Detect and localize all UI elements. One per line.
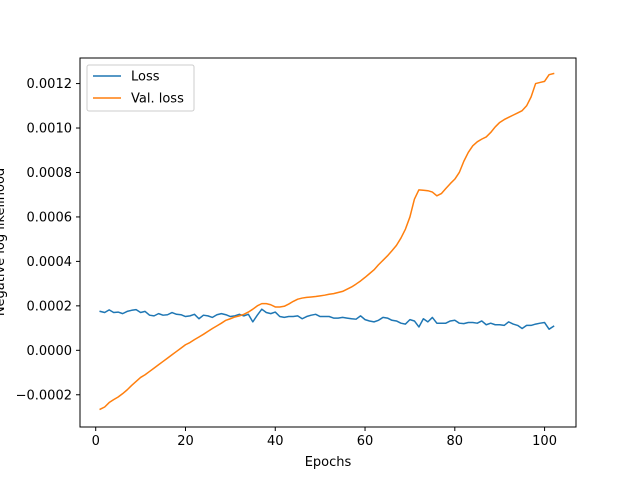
y-tick-label: 0.0010 — [27, 122, 73, 137]
x-tick-label: 80 — [447, 434, 464, 449]
legend-label-0: Loss — [131, 70, 160, 85]
x-tick-label: 100 — [532, 434, 557, 449]
x-axis: 0 20 40 60 80 100 — [92, 427, 557, 449]
x-axis-label: Epochs — [305, 455, 352, 470]
y-tick-label: 0.0004 — [27, 255, 73, 270]
legend-label-1: Val. loss — [131, 92, 184, 107]
plot-frame — [79, 57, 577, 428]
y-tick-label: 0.0006 — [27, 210, 73, 225]
y-tick-label: 0.0000 — [27, 344, 73, 359]
x-tick-label: 40 — [267, 434, 284, 449]
y-tick-label: 0.0002 — [27, 299, 73, 314]
y-axis: −0.0002 0.0000 0.0002 0.0004 0.0006 0.0008 0.0… — [16, 77, 80, 403]
y-tick-label: 0.0012 — [27, 77, 73, 92]
plot-lines — [99, 72, 555, 411]
series-line-0 — [99, 308, 555, 330]
x-tick-label: 0 — [92, 434, 100, 449]
y-axis-label: Negative log likelihood — [0, 168, 8, 316]
x-tick-label: 60 — [357, 434, 374, 449]
y-tick-label: −0.0002 — [16, 388, 72, 403]
legend: Loss Val. loss — [86, 64, 195, 112]
x-tick-label: 20 — [177, 434, 194, 449]
series-line-1 — [99, 72, 555, 411]
y-tick-label: 0.0008 — [27, 166, 73, 181]
